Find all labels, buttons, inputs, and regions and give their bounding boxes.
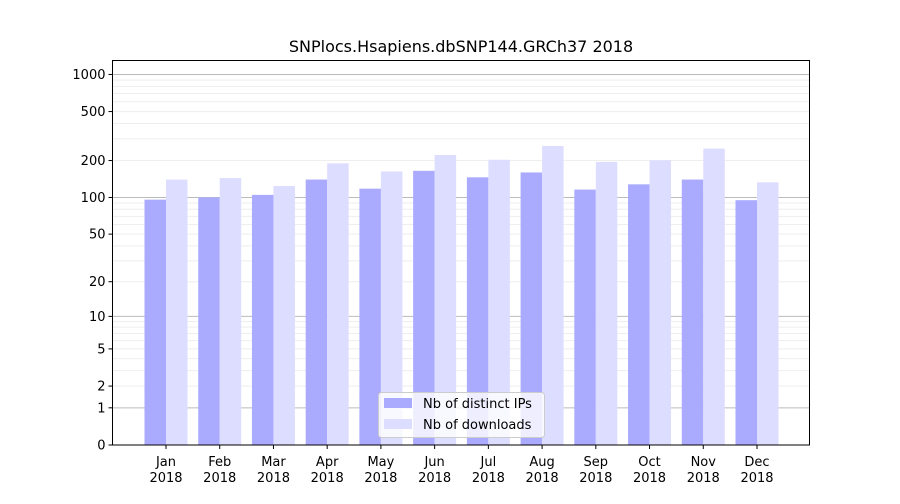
x-tick-label-year: 2018 (687, 471, 720, 486)
bar-downloads (595, 161, 618, 445)
y-tick-label: 0 (97, 439, 105, 454)
bar-distinct-ips (144, 199, 166, 445)
x-tick-label-month: Oct (638, 455, 660, 470)
bar-downloads (542, 145, 564, 445)
x-tick-label-month: Dec (744, 455, 769, 470)
x-tick-label-month: Nov (691, 455, 717, 470)
x-tick-label-month: Feb (208, 455, 231, 470)
bar-downloads (273, 186, 295, 445)
bar-distinct-ips (413, 170, 435, 445)
x-tick-label-year: 2018 (418, 471, 451, 486)
y-tick-label: 20 (89, 275, 106, 290)
y-tick-label: 100 (81, 191, 106, 206)
bar-downloads (757, 182, 779, 445)
bar-distinct-ips (520, 172, 543, 445)
bar-distinct-ips (628, 184, 650, 445)
y-tick-label: 1000 (72, 68, 105, 83)
bar-distinct-ips (359, 188, 381, 445)
legend-label: Nb of distinct IPs (423, 397, 532, 412)
x-tick-label-year: 2018 (633, 471, 666, 486)
bar-downloads (703, 148, 725, 445)
bar-distinct-ips (574, 189, 596, 445)
y-tick-label: 5 (97, 342, 105, 357)
bar-distinct-ips (198, 197, 220, 445)
bar-downloads (327, 163, 349, 446)
y-tick-label: 1 (97, 401, 105, 416)
bar-downloads (219, 178, 242, 445)
legend-box (378, 392, 545, 438)
x-tick-label-year: 2018 (579, 471, 612, 486)
y-tick-label: 200 (81, 154, 106, 169)
bar-downloads (380, 171, 403, 445)
x-tick-label-year: 2018 (203, 471, 236, 486)
legend: Nb of distinct IPs Nb of downloads (378, 392, 545, 438)
y-tick-label: 10 (89, 310, 106, 325)
x-tick-label-month: Sep (584, 455, 609, 470)
x-tick-label-month: Jan (155, 455, 176, 470)
legend-swatch (384, 419, 412, 429)
bars (144, 145, 779, 446)
x-tick-label-year: 2018 (526, 471, 559, 486)
bar-downloads (166, 179, 188, 445)
bar-downloads (434, 154, 457, 445)
x-tick-label-month: Mar (261, 455, 286, 470)
y-axis: 0 1 2 5 10 20 50 100 200 500 1000 (72, 68, 113, 454)
x-tick-label-year: 2018 (149, 471, 182, 486)
bar-downloads (649, 160, 672, 445)
legend-swatch (384, 398, 412, 408)
x-tick-label-year: 2018 (257, 471, 290, 486)
x-axis: Jan2018Feb2018Mar2018Apr2018May2018Jun20… (149, 445, 774, 486)
legend-label: Nb of downloads (423, 418, 532, 433)
x-tick-label-month: May (367, 455, 394, 470)
bar-distinct-ips (251, 194, 274, 445)
x-tick-label-month: Jul (480, 455, 497, 470)
chart-title: SNPlocs.Hsapiens.dbSNP144.GRCh37 2018 (289, 37, 633, 56)
x-tick-label-year: 2018 (472, 471, 505, 486)
bar-distinct-ips (466, 177, 489, 445)
x-tick-label-year: 2018 (740, 471, 773, 486)
bar-distinct-ips (305, 179, 328, 445)
x-tick-label-month: Apr (316, 455, 339, 470)
x-tick-label-year: 2018 (311, 471, 344, 486)
bar-distinct-ips (681, 179, 704, 445)
x-tick-label-month: Aug (529, 455, 554, 470)
y-tick-label: 2 (97, 380, 105, 395)
plot-frame (112, 60, 810, 446)
bar-distinct-ips (735, 200, 757, 445)
x-tick-label-month: Jun (423, 455, 444, 470)
bar-downloads (488, 159, 510, 445)
y-tick-label: 50 (89, 228, 106, 243)
y-tick-label: 500 (81, 105, 106, 120)
x-tick-label-year: 2018 (364, 471, 397, 486)
